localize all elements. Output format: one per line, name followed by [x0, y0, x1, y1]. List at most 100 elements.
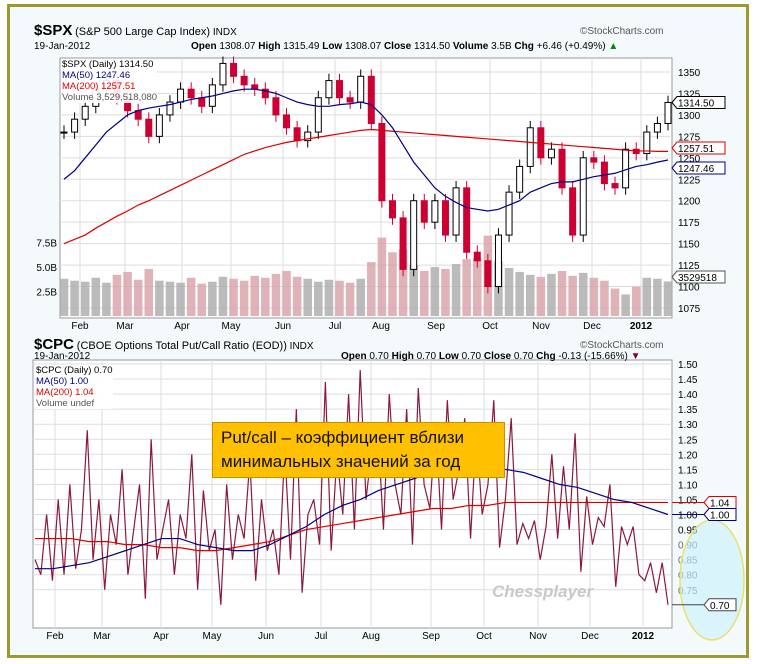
candle-body	[71, 118, 79, 133]
cpc-date: 19-Jan-2012	[34, 351, 91, 362]
x-tick-label: Sep	[422, 631, 440, 642]
volume-bar	[462, 259, 471, 316]
candle-body	[388, 200, 396, 219]
volume-bar	[356, 278, 365, 316]
candle-body	[304, 131, 312, 142]
volume-bar	[165, 281, 175, 316]
volume-bar	[663, 281, 673, 316]
volume-bar	[250, 275, 260, 316]
x-tick-label: May	[222, 321, 241, 332]
x-tick-label: Apr	[153, 631, 169, 642]
volume-bar	[303, 278, 312, 316]
candle-body	[600, 161, 608, 185]
volume-bar	[91, 277, 101, 316]
y-tick-label: 1350	[678, 68, 701, 79]
y-tick-label: 1.05	[678, 495, 698, 506]
cpc-close-tag-box	[703, 598, 737, 612]
volume-bar	[451, 264, 461, 316]
spx-ohlc: Open 1308.07 High 1315.49 Low 1308.07 Cl…	[191, 41, 619, 52]
volume-bar	[112, 274, 122, 316]
candle-body	[516, 165, 524, 193]
candle-body	[643, 131, 651, 155]
x-tick-label: Feb	[71, 321, 89, 332]
candle-body	[378, 122, 386, 202]
y-tick-label: 1300	[678, 111, 701, 122]
spx-close-tag: 1314.50	[678, 99, 715, 110]
x-tick-label: Mar	[116, 321, 134, 332]
x-tick-label: Sep	[427, 321, 445, 332]
volume-tick-label: 2.5B	[36, 288, 57, 299]
volume-bar	[218, 276, 228, 316]
candle-body	[410, 200, 418, 270]
candle-body	[494, 234, 502, 288]
x-tick-label: Jun	[275, 321, 291, 332]
y-tick-label: 1175	[678, 218, 700, 229]
volume-bar	[208, 281, 217, 316]
x-tick-label: Oct	[476, 631, 492, 642]
y-tick-label: 1.10	[678, 480, 698, 491]
candle-body	[166, 101, 174, 116]
candle-body	[569, 187, 577, 236]
candle-body	[198, 97, 206, 107]
cpc-ohlc: Open 0.70 High 0.70 Low 0.70 Close 0.70 …	[341, 351, 641, 362]
candle-body	[558, 148, 566, 189]
volume-bar	[282, 270, 291, 316]
spx-legend-volume: Volume 3,529,518,080	[62, 92, 158, 103]
candle-body	[346, 97, 354, 103]
volume-bar	[102, 282, 111, 316]
volume-bar	[155, 280, 164, 316]
cpc-ma200-tag-box	[703, 495, 737, 509]
candle-body	[441, 200, 449, 236]
cpc-legend: $CPC (Daily) 0.70 MA(50) 1.00 MA(200) 1.04…	[36, 365, 113, 409]
candle-body	[611, 183, 619, 189]
volume-bar	[557, 270, 567, 316]
candle-body	[653, 122, 661, 133]
volume-bar	[420, 270, 429, 316]
x-tick-label: 2012	[632, 631, 655, 642]
candle-body	[526, 127, 534, 167]
volume-bar	[610, 288, 620, 316]
y-tick-label: 1225	[678, 175, 701, 186]
candle-body	[230, 62, 238, 77]
volume-bar	[642, 277, 652, 316]
cpc-credit: ©StockCharts.com	[580, 340, 664, 351]
cpc-legend-price: $CPC (Daily) 0.70	[36, 365, 113, 376]
cpc-legend-ma50: MA(50) 1.00	[36, 376, 89, 387]
volume-bar	[367, 262, 376, 316]
candle-body	[81, 105, 89, 120]
volume-bar	[547, 273, 556, 316]
y-tick-label: 1125	[678, 261, 700, 272]
volume-bar	[409, 265, 418, 316]
x-tick-label: Nov	[532, 321, 550, 332]
y-tick-label: 1325	[678, 89, 701, 100]
volume-bar	[441, 268, 450, 316]
volume-bar	[536, 276, 546, 316]
annotation-box: Put/call – коэффициент вблизи минимальных…	[212, 422, 505, 478]
candle-body	[155, 114, 163, 137]
candle-body	[473, 251, 481, 262]
spx-title: $SPX (S&P 500 Large Cap Index) INDX	[34, 22, 237, 39]
volume-bar	[398, 249, 408, 316]
x-tick-label: Jun	[258, 631, 274, 642]
x-tick-label: Nov	[529, 631, 547, 642]
candle-body	[579, 157, 587, 236]
volume-bar	[600, 280, 609, 316]
x-tick-label: Dec	[581, 631, 599, 642]
spx-ma200-tag-box	[671, 141, 726, 155]
volume-bar	[292, 276, 302, 316]
candle-body	[240, 75, 248, 86]
volume-bar	[388, 252, 397, 316]
y-tick-label: 1.30	[678, 420, 698, 431]
y-tick-label: 1100	[678, 283, 700, 294]
cpc-ma200-tag: 1.04	[710, 498, 730, 509]
y-tick-label: 1200	[678, 197, 701, 208]
candle-body	[452, 187, 460, 236]
volume-bar	[653, 278, 662, 316]
x-tick-label: Aug	[362, 631, 380, 642]
volume-bar	[621, 294, 630, 316]
x-tick-label: Feb	[46, 631, 64, 642]
candle-body	[293, 127, 301, 142]
volume-bar	[70, 280, 79, 316]
y-tick-label: 1.35	[678, 405, 698, 416]
